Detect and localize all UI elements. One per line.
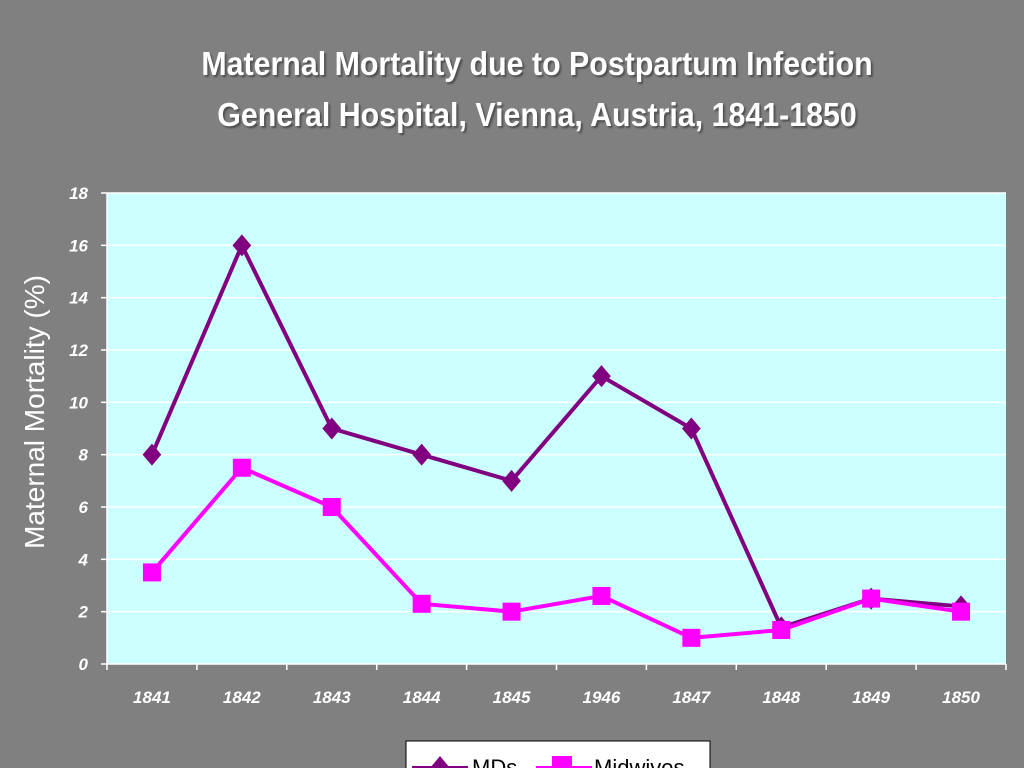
y-tick-label: 14 (69, 289, 88, 308)
x-tick-label: 1847 (672, 688, 711, 707)
y-tick-label: 0 (79, 655, 89, 674)
x-tick-label: 1845 (493, 688, 531, 707)
x-tick-label: 1843 (313, 688, 351, 707)
x-tick-label: 1841 (133, 688, 171, 707)
point-midwives (142, 563, 161, 582)
x-tick-label: 1844 (403, 688, 441, 707)
point-midwives (232, 458, 251, 477)
x-tick-label: 1849 (852, 688, 890, 707)
x-tick-labels: 1841 1842 1843 1844 1845 1946 1847 1848 1849 1850 (133, 688, 980, 707)
y-tick-label: 8 (79, 446, 89, 465)
legend-mds-marker (430, 756, 450, 768)
point-midwives (772, 620, 791, 639)
x-tick-label: 1946 (583, 688, 621, 707)
y-tick-labels: 0 2 4 6 8 10 12 14 16 18 (69, 184, 88, 674)
point-midwives (322, 498, 341, 516)
point-mds (412, 443, 431, 466)
point-midwives (682, 628, 701, 647)
x-tick-label: 1848 (762, 688, 800, 707)
legend: MDs Midwives (405, 740, 711, 768)
x-tick-label: 1850 (942, 688, 980, 707)
point-mds (592, 365, 611, 388)
chart-title-line-1: Maternal Mortality due to Postpartum Inf… (201, 45, 873, 82)
y-tick-label: 12 (69, 341, 88, 360)
y-tick-label: 10 (69, 393, 88, 412)
point-midwives (862, 589, 881, 608)
gridlines (107, 192, 1006, 613)
y-tick-label: 6 (79, 498, 89, 517)
point-mds (322, 417, 342, 440)
y-tick-label: 16 (69, 236, 88, 255)
y-tick-label: 18 (69, 184, 88, 203)
legend-midwives-label: Midwives (594, 755, 684, 768)
point-midwives (592, 586, 611, 605)
axes (101, 192, 1007, 670)
series-group (142, 234, 971, 647)
y-tick-label: 4 (78, 550, 89, 569)
legend-midwives-marker (552, 756, 572, 768)
chart-title-line-2: General Hospital, Vienna, Austria, 1841-… (217, 96, 857, 133)
point-midwives (502, 602, 521, 621)
series-line-midwives (150, 465, 962, 640)
y-tick-label: 2 (78, 603, 89, 622)
point-mds (232, 234, 252, 257)
point-mds (682, 417, 701, 440)
point-mds (502, 469, 521, 492)
point-mds (142, 443, 162, 466)
legend-mds-label: MDs (472, 755, 517, 768)
y-axis-label: Maternal Mortality (%) (19, 275, 50, 549)
chart-title: Maternal Mortality due to Postpartum Inf… (43, 38, 1024, 140)
point-midwives (412, 594, 431, 613)
point-midwives (952, 602, 971, 621)
x-tick-label: 1842 (223, 688, 261, 707)
